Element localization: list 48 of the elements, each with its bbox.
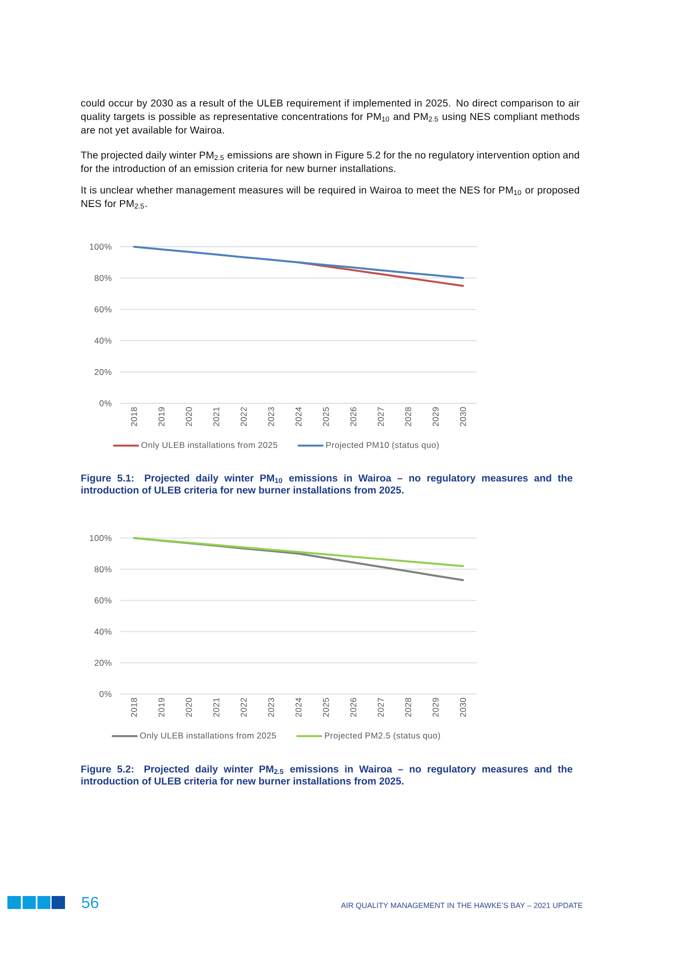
x-tick-label: 2030 [460, 698, 466, 717]
x-tick-label: 2022 [240, 698, 247, 717]
x-tick-label: 2024 [296, 407, 302, 426]
y-tick-label: 60% [94, 306, 112, 312]
x-tick-label: 2026 [350, 407, 356, 426]
legend-label: Projected PM2.5 (status quo) [325, 732, 440, 740]
x-tick-label: 2021 [213, 698, 220, 717]
y-tick-label: 100% [90, 244, 112, 250]
x-tick-label: 2028 [405, 698, 412, 717]
y-tick-label: 80% [94, 275, 112, 282]
y-tick-label: 60% [94, 597, 112, 604]
x-tick-label: 2030 [460, 407, 466, 426]
y-tick-label: 80% [94, 566, 112, 572]
y-tick-label: 40% [94, 338, 112, 344]
y-tick-label: 20% [94, 368, 112, 375]
x-tick-label: 2027 [378, 407, 384, 426]
x-tick-label: 2027 [378, 698, 384, 717]
x-tick-label: 2018 [131, 407, 138, 426]
x-tick-label: 2026 [350, 698, 356, 717]
y-tick-label: 20% [94, 660, 112, 666]
y-tick-label: 0% [100, 691, 112, 698]
x-tick-label: 2025 [322, 698, 329, 717]
x-tick-label: 2024 [296, 698, 302, 717]
x-tick-label: 2028 [405, 407, 412, 426]
x-tick-label: 2021 [213, 407, 220, 426]
text: It is unclear whether management measures will be required in Wairoa to meet the NES for PM$_{10}$ or proposed NES for PM$_{2.5}$. [82, 186, 580, 209]
legend-label: Only ULEB installations from 2025 [140, 732, 276, 740]
x-tick-label: 2019 [158, 407, 164, 426]
x-tick-label: 2022 [240, 407, 247, 426]
x-tick-label: 2023 [268, 698, 274, 717]
x-tick-label: 2029 [432, 407, 439, 426]
legend-label: Only ULEB installations from 2025 [141, 442, 278, 450]
text: could occur by 2030 as a result of the ULEB requirement if implemented in 2025. No direct comparison to air quality targets is possible as representative concentrations for PM$_{10}$ and PM$_{2.5}$ using NES compliant methods are not yet available for Wairoa. [81, 99, 580, 136]
x-tick-label: 2023 [268, 407, 274, 426]
y-tick-label: 0% [100, 400, 112, 406]
text: The projected daily winter PM$_{2.5}$ emissions are shown in Figure 5.2 for the no regulatory intervention option and for the introduction of an emission criteria for new burner installations. [80, 151, 580, 172]
caption: Figure 5.2: Projected daily winter PM$_{2.5}$ emissions in Wairoa – no regulatory measures and the introduction of ULEB criteria for new burner installations from 2025. [81, 765, 572, 785]
text: 56 [82, 896, 98, 908]
y-tick-label: 40% [94, 628, 112, 635]
x-tick-label: 2025 [322, 407, 329, 426]
x-tick-label: 2020 [186, 698, 192, 717]
x-tick-label: 2019 [158, 698, 164, 717]
x-tick-label: 2020 [186, 407, 192, 426]
x-tick-label: 2029 [432, 698, 439, 717]
y-tick-label: 100% [90, 535, 112, 542]
x-tick-label: 2018 [131, 698, 138, 717]
caption: Figure 5.1: Projected daily winter PM$_{10}$ emissions in Wairoa – no regulatory measures and the introduction of ULEB criteria for new burner installations from 2025. [81, 474, 572, 494]
legend-label: Projected PM10 (status quo) [326, 442, 439, 450]
